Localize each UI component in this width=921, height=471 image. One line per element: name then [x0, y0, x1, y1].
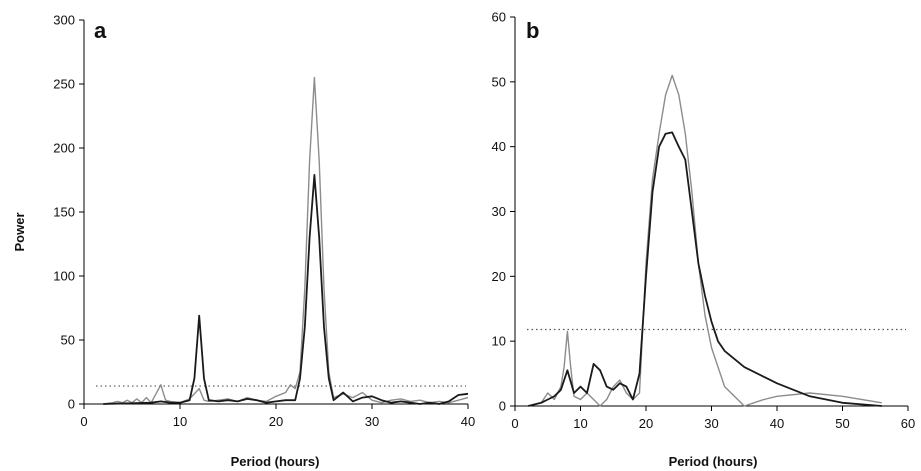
panel-a-xlabel: Period (hours)	[231, 454, 320, 469]
panel-a-ytick-label: 300	[53, 13, 75, 28]
panel-a-xtick-label: 40	[461, 414, 475, 429]
panel-a-ytick-label: 100	[53, 269, 75, 284]
panel-b-ytick-label: 10	[492, 334, 506, 349]
panel-b: b Period (hours) 0 10 20 30 40 50 60 0 10 20 30 40 5…	[492, 10, 916, 470]
panel-a-ytick-label: 250	[53, 77, 75, 92]
panel-a-ytick-label: 200	[53, 141, 75, 156]
panel-a-xtick-label: 10	[173, 414, 187, 429]
panel-a: a Power Period (hours) 05010015020025030…	[12, 13, 475, 470]
panel-a-series-light	[103, 76, 469, 405]
panel-a-xtick-label: 20	[269, 414, 283, 429]
panel-b-ytick-label: 0	[499, 399, 506, 414]
panel-b-ytick-label: 20	[492, 269, 506, 284]
panel-a-ytick-label: 150	[53, 205, 75, 220]
panel-b-letter: b	[526, 18, 539, 43]
panel-b-ytick-label: 40	[492, 139, 506, 154]
panel-a-ytick-label: 50	[61, 333, 75, 348]
panel-b-xlabel: Period (hours)	[669, 454, 758, 469]
panel-a-ytick-label: 0	[68, 397, 75, 412]
panel-b-xtick-label: 30	[704, 416, 718, 431]
panel-a-series-dark	[103, 173, 469, 405]
panel-b-xtick-label: 40	[770, 416, 784, 431]
panel-b-ytick-label: 60	[492, 10, 506, 25]
panel-a-xtick-label: 30	[365, 414, 379, 429]
panel-a-xtick-label: 0	[80, 414, 87, 429]
panel-b-xtick-label: 20	[639, 416, 653, 431]
panel-b-ytick-label: 30	[492, 204, 506, 219]
panel-b-xtick-label: 60	[901, 416, 915, 431]
panel-a-letter: a	[94, 18, 107, 43]
panel-b-series-dark	[527, 131, 882, 407]
panel-b-series-light	[527, 74, 882, 407]
panel-b-xtick-label: 0	[511, 416, 518, 431]
panel-b-xtick-label: 10	[573, 416, 587, 431]
panel-a-ylabel: Power	[12, 212, 27, 251]
panel-b-xtick-label: 50	[835, 416, 849, 431]
panel-b-ytick-label: 50	[492, 74, 506, 89]
